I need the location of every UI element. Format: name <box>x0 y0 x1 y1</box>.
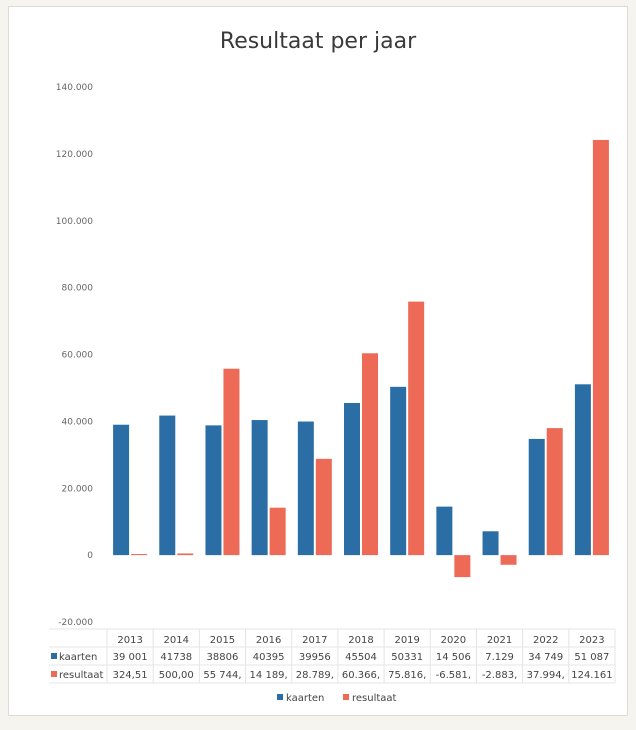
bar-kaarten-2019 <box>390 386 407 556</box>
y-tick-label: 20.000 <box>62 484 94 494</box>
table-value: 28.789, <box>296 670 334 681</box>
table-value: 500,00 <box>159 670 194 681</box>
legend-swatch-kaarten <box>277 694 283 700</box>
table-series-name: resultaat <box>59 670 104 681</box>
bar-kaarten-2014 <box>159 415 176 556</box>
table-value: 41738 <box>160 652 192 663</box>
x-tick-label: 2018 <box>348 635 373 646</box>
y-tick-label: 60.000 <box>62 351 94 361</box>
bar-kaarten-2016 <box>251 420 268 556</box>
y-tick-label: -20.000 <box>58 618 93 628</box>
x-tick-label: 2015 <box>210 635 235 646</box>
bar-kaarten-2023 <box>574 384 591 556</box>
table-value: 50331 <box>391 652 423 663</box>
x-tick-label: 2023 <box>579 635 604 646</box>
table-value: 55 744, <box>203 670 241 681</box>
table-value: 51 087 <box>574 652 609 663</box>
table-value: 324,51 <box>113 670 148 681</box>
table-value: 124.161 <box>571 670 612 681</box>
bar-resultaat-2023 <box>592 139 609 556</box>
x-tick-label: 2016 <box>256 635 281 646</box>
x-tick-label: 2020 <box>441 635 466 646</box>
table-value: -2.883, <box>482 670 517 681</box>
y-tick-label: 100.000 <box>56 217 93 227</box>
table-value: 75.816, <box>388 670 426 681</box>
bar-kaarten-2015 <box>205 425 222 556</box>
bar-resultaat-2020 <box>454 555 471 578</box>
x-tick-label: 2013 <box>117 635 142 646</box>
x-tick-label: 2019 <box>394 635 419 646</box>
bar-kaarten-2021 <box>482 531 499 556</box>
table-value: 14 506 <box>436 652 471 663</box>
table-value: 39 001 <box>113 652 148 663</box>
x-tick-label: 2017 <box>302 635 327 646</box>
x-tick-label: 2014 <box>164 635 189 646</box>
table-value: 39956 <box>299 652 331 663</box>
bar-resultaat-2018 <box>362 353 378 556</box>
bar-resultaat-2016 <box>269 507 286 556</box>
chart-title: Resultaat per jaar <box>219 29 417 54</box>
table-value: -6.581, <box>436 670 471 681</box>
bar-kaarten-2022 <box>528 438 545 556</box>
chart-card: Resultaat per jaar -20.000 0 20.000 40.000 6… <box>8 6 628 716</box>
bar-kaarten-2018 <box>344 402 360 556</box>
bar-resultaat-2014 <box>177 553 194 556</box>
bar-resultaat-2022 <box>546 428 563 556</box>
bar-kaarten-2017 <box>297 421 314 556</box>
bar-chart: -20.000 0 20.000 40.000 60.000 80.000 100.000 1… <box>49 83 616 704</box>
bar-kaarten-2013 <box>113 424 130 556</box>
y-tick-label: 120.000 <box>56 150 93 160</box>
bar-kaarten-2020 <box>436 506 453 556</box>
table-value: 37.994, <box>527 670 565 681</box>
table-value: 38806 <box>207 652 239 663</box>
bar-resultaat-2021 <box>500 555 517 565</box>
table-legend-swatch-kaarten <box>51 653 57 659</box>
table-value: 40395 <box>253 652 285 663</box>
x-tick-label: 2022 <box>533 635 558 646</box>
bar-resultaat-2017 <box>315 458 332 556</box>
legend-label: resultaat <box>352 693 397 704</box>
table-legend-swatch-resultaat <box>51 671 57 677</box>
x-tick-label: 2021 <box>487 635 512 646</box>
bar-resultaat-2015 <box>223 368 240 556</box>
table-value: 60.366, <box>342 670 380 681</box>
table-value: 45504 <box>345 652 377 663</box>
y-tick-label: 80.000 <box>62 284 94 294</box>
table-value: 34 749 <box>528 652 563 663</box>
table-value: 14 189, <box>250 670 288 681</box>
y-tick-label: 0 <box>87 551 93 561</box>
bar-resultaat-2013 <box>131 554 148 556</box>
y-tick-label: 140.000 <box>56 83 93 93</box>
y-tick-label: 40.000 <box>62 417 94 427</box>
table-value: 7.129 <box>485 652 514 663</box>
bar-resultaat-2019 <box>408 301 425 556</box>
table-series-name: kaarten <box>59 652 97 663</box>
legend-swatch-resultaat <box>343 694 349 700</box>
legend-label: kaarten <box>286 693 324 704</box>
